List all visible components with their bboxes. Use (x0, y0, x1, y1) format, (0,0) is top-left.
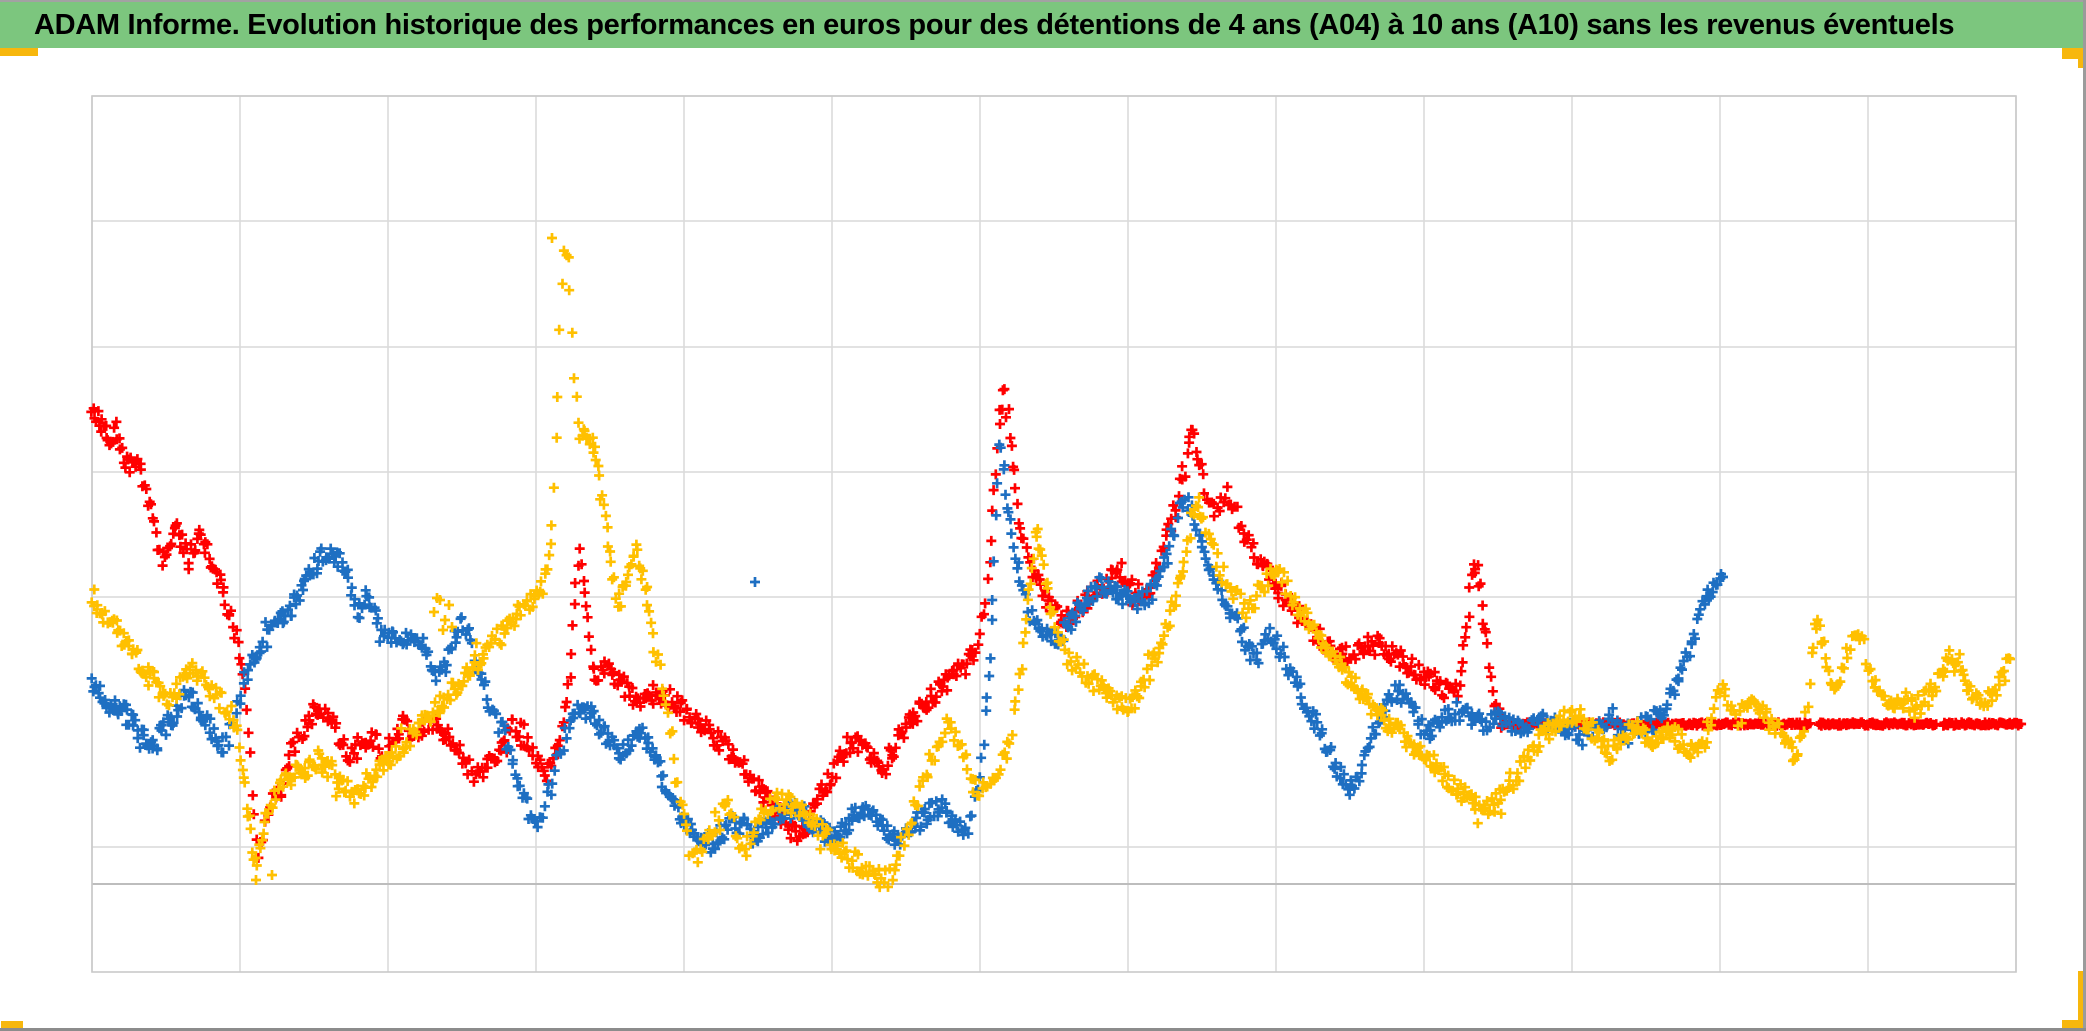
accent-top-right-h (2062, 48, 2086, 59)
window-top-edge (0, 0, 2086, 2)
series-markers (86, 439, 1728, 858)
title-bar: ADAM Informe. Evolution historique des p… (0, 2, 2086, 48)
window-right-edge (2083, 0, 2086, 1031)
series-markers (86, 384, 1508, 863)
window-bottom-edge (0, 1028, 2086, 1031)
accent-bottom-right-v (2078, 971, 2085, 1029)
accent-top-left (0, 48, 38, 56)
page-title: ADAM Informe. Evolution historique des p… (34, 8, 1955, 41)
accent-bottom-left (1, 1021, 23, 1029)
accent-bottom-right-h (2062, 1020, 2086, 1029)
plot-border (91, 95, 2017, 973)
series-outlier-markers (750, 577, 760, 587)
series-markers (86, 245, 2015, 893)
accent-top-right-v (2078, 48, 2086, 68)
series-outlier-markers (251, 233, 557, 885)
